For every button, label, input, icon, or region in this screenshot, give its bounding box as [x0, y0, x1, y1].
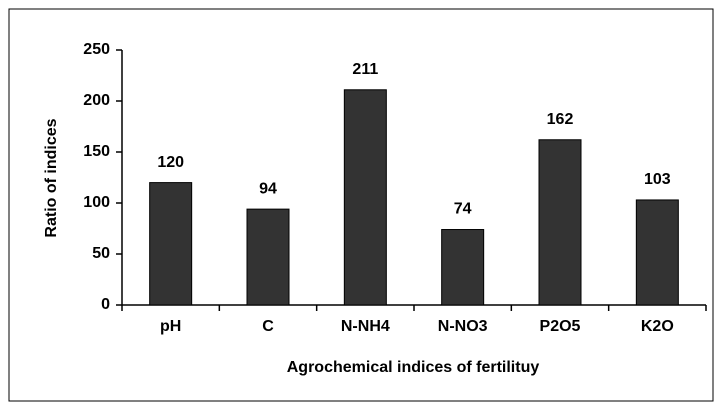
x-axis-label: Agrochemical indices of fertilituy	[287, 359, 540, 376]
y-tick-label: 250	[83, 41, 110, 58]
value-label: 103	[644, 171, 671, 188]
bar	[441, 229, 485, 306]
value-label: 211	[352, 61, 378, 78]
x-tick-label: N-NO3	[438, 318, 488, 335]
x-tick-label: P2O5	[540, 318, 581, 335]
value-label: 94	[259, 180, 277, 197]
value-label: 120	[157, 154, 184, 171]
value-label: 162	[547, 111, 574, 128]
y-tick-label: 50	[92, 245, 110, 262]
value-label: 74	[454, 201, 472, 218]
y-tick-label: 100	[83, 194, 110, 211]
x-tick-label: C	[262, 318, 274, 335]
y-tick-label: 150	[83, 143, 110, 160]
x-tick-label: pH	[160, 318, 181, 335]
bar	[149, 182, 193, 306]
bar	[635, 199, 679, 306]
y-tick-label: 0	[101, 296, 110, 313]
x-tick-label: K2O	[641, 318, 674, 335]
chart-frame	[8, 8, 714, 402]
bar	[246, 208, 290, 306]
bar	[538, 139, 582, 306]
y-axis-label: Ratio of indices	[43, 118, 60, 237]
y-tick-label: 200	[83, 92, 110, 109]
x-tick-label: N-NH4	[341, 318, 390, 335]
bar	[343, 89, 387, 306]
